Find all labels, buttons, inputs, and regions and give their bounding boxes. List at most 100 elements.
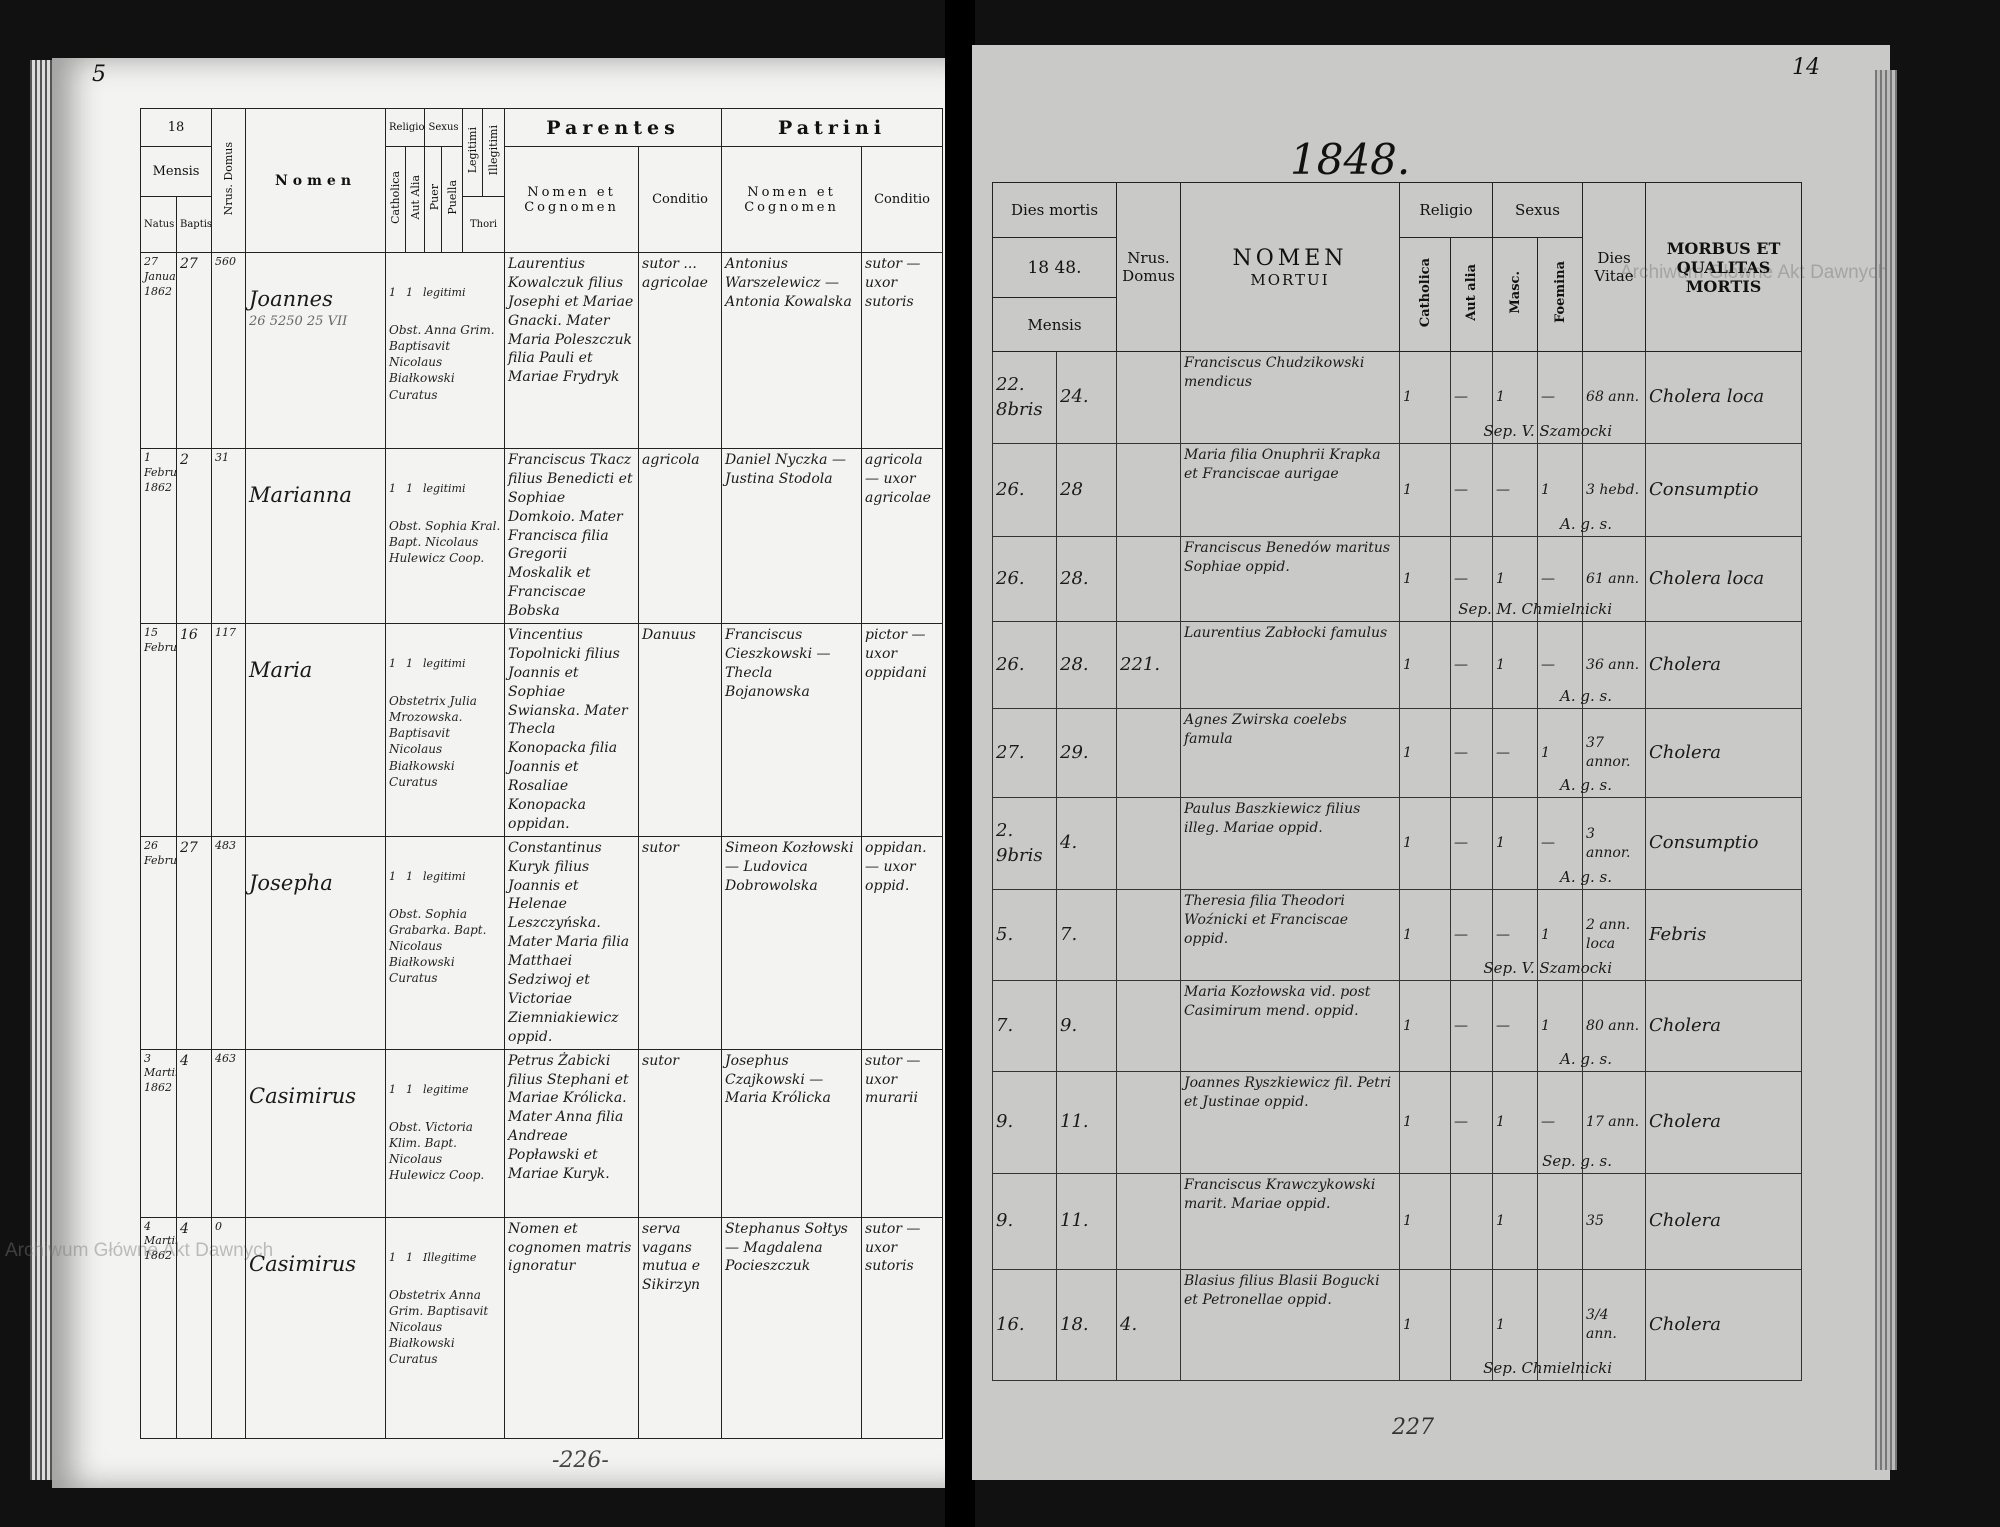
baptisatus-date: 2: [175, 447, 213, 625]
table-row: 26. 28 Maria filia Onuphrii Krapka et Fran…: [992, 443, 1803, 537]
header-parentes: Parentes: [504, 108, 723, 147]
table-row: 15 Februarii16117Maria 11 legitimi Obstetri…: [140, 623, 944, 837]
house-number: [1116, 536, 1181, 622]
foemina-value: 1: [1541, 744, 1550, 761]
table-row: 16. 18. 4. Blasius filius Blasii Bogucki et…: [992, 1269, 1803, 1381]
sex-mark: 1: [406, 482, 414, 495]
foemina-value: —: [1541, 835, 1556, 852]
header-dies-mortis: Dies mortis: [992, 182, 1117, 238]
foemina-mark: 1 Sep. V. Szamocki: [1483, 889, 1612, 981]
catholica-mark: 1: [1399, 351, 1451, 444]
year-heading: 1848.: [1290, 135, 1411, 184]
header-nrus-domus: Nrus. Domus: [1116, 182, 1181, 352]
deceased-name: Maria Kozłowska vid. post Casimirum mend…: [1180, 980, 1400, 1072]
child-name-text: Marianna: [249, 483, 352, 507]
marks: 1 1 legitimi: [389, 283, 501, 302]
religion-sex-legitimacy: 1 1 legitimi Obst. Sophia Kral. Bapt. Nicol…: [385, 447, 506, 625]
aut-alia-mark: —: [1449, 980, 1494, 1072]
masc-mark: 1: [1492, 1269, 1539, 1381]
header-nomen: NOMEN: [1232, 245, 1348, 271]
pencil-note: 26 5250 25 VII: [249, 314, 348, 330]
death-register-table: Dies mortis Nrus. Domus NOMEN MORTUI Reli…: [992, 182, 1803, 1381]
baptisatus-date: 4: [175, 1216, 213, 1439]
catholica-mark: 1: [1399, 889, 1451, 981]
godparents-names: Daniel Nyczka — Justina Stodola: [721, 447, 863, 625]
parents-condition: agricola: [638, 447, 723, 625]
masc-mark: 1: [1492, 1173, 1539, 1270]
table-row: 3 Martii 1862 4 463 Casimirus 1 1 legitime Obst…: [140, 1048, 944, 1218]
table-row: 26 Februarii27483Josepha 11 legitimi Obst. …: [140, 835, 944, 1050]
death-day: 26.: [992, 536, 1057, 622]
age-at-death: 17 ann.: [1582, 1071, 1647, 1174]
marks: 1 1 legitimi: [389, 867, 501, 886]
year-prefix: 18: [139, 108, 213, 147]
header-patrini: Patrini: [721, 108, 944, 147]
aut-alia-mark: —: [1449, 889, 1494, 981]
deceased-name: Agnes Zwirska coelebs famula: [1180, 708, 1400, 798]
parents-condition: Danuus: [638, 623, 723, 837]
aut-alia-mark: —: [1449, 536, 1494, 622]
cause-of-death: Febris: [1645, 889, 1803, 981]
header-religio: Religio: [385, 108, 426, 147]
table-row: 22. 8bris 24. Franciscus Chudzikowski mend…: [992, 351, 1803, 444]
header-nomen-mortui: NOMEN MORTUI: [1180, 182, 1400, 352]
catholica-mark: 1: [1399, 1269, 1451, 1381]
header-mensis: Mensis: [139, 146, 213, 197]
sepultura-note: Sep. V. Szamocki: [1483, 958, 1613, 977]
legitimacy-mark: legitimi: [423, 286, 466, 299]
natus-date: 26 Februarii: [140, 835, 177, 1050]
cause-of-death: Cholera: [1645, 1173, 1803, 1270]
aut-alia-mark: —: [1449, 351, 1494, 444]
burial-day: 28.: [1056, 621, 1117, 709]
table-row: 9. 11. Joannes Ryszkiewicz fil. Petri et J…: [992, 1071, 1803, 1174]
header-illegitimi: Illegitimi: [487, 125, 501, 176]
legitimacy-mark: legitimi: [423, 482, 466, 495]
table-row: 9. 11. Franciscus Krawczykowski marit. Mar…: [992, 1173, 1803, 1270]
legitimacy-mark: legitimi: [423, 657, 466, 671]
cause-of-death: Cholera: [1645, 1071, 1803, 1174]
parents-names: Vincentius Topolnicki filius Joannis et …: [504, 623, 640, 837]
corner-mark: 14: [1792, 55, 1820, 80]
header-natus: Natus: [140, 196, 177, 253]
parents-condition: sutor: [638, 1048, 723, 1218]
child-name: Casimirus: [245, 1048, 387, 1218]
foemina-value: 1: [1541, 926, 1550, 943]
masc-mark: —: [1492, 980, 1539, 1072]
header-nomen: Nomen: [245, 108, 387, 253]
burial-day: 29.: [1056, 708, 1117, 798]
religion-sex-legitimacy: 1 1 Illegitime Obstetrix Anna Grim. Baptisa…: [385, 1216, 506, 1439]
catholica-mark: 1: [1399, 1173, 1451, 1270]
burial-day: 24.: [1056, 351, 1117, 444]
house-number: 463: [211, 1048, 247, 1218]
age-at-death: 68 ann.: [1582, 351, 1647, 444]
header-puella: Puella: [445, 180, 459, 215]
legitimacy-mark: Illegitime: [423, 1250, 477, 1264]
header-mensis: Mensis: [992, 297, 1117, 352]
death-day: 5.: [992, 889, 1057, 981]
page-number: -226-: [552, 1448, 609, 1473]
natus-date: 15 Februarii: [140, 623, 177, 837]
sex-mark: 1: [406, 286, 414, 299]
burial-day: 9.: [1056, 980, 1117, 1072]
deceased-name: Joannes Ryszkiewicz fil. Petri et Justin…: [1180, 1071, 1400, 1174]
catholica-mark: 1: [1399, 1071, 1451, 1174]
header-thori: Thori: [462, 196, 506, 253]
header-catholica: Catholica: [1417, 257, 1433, 328]
baptism-register-table: 18 Nrus. Domus Nomen Religio Sexus Legit…: [139, 108, 944, 1439]
house-number: 117: [211, 623, 247, 837]
child-name-text: Casimirus: [249, 1251, 357, 1276]
godparents-names: Simeon Kozłowski — Ludovica Dobrowolska: [721, 835, 863, 1050]
table-row: 7. 9. Maria Kozłowska vid. post Casimirum …: [992, 980, 1803, 1072]
death-day: 26.: [992, 443, 1057, 537]
religion-sex-legitimacy: 1 1 legitimi Obst. Sophia Grabarka. Bapt. N…: [385, 835, 506, 1050]
age-at-death: 37 annor.: [1582, 708, 1647, 798]
natus-date: 27 Januarii 1862: [140, 252, 177, 449]
death-day: 9.: [992, 1071, 1057, 1174]
catholica-mark: 1: [389, 657, 397, 671]
sepultura-note: A. g. s.: [1560, 1049, 1613, 1068]
deceased-name: Franciscus Krawczykowski marit. Mariae o…: [1180, 1173, 1400, 1270]
book-edge-right: [1875, 70, 1897, 1470]
header-year: 18 48.: [992, 237, 1117, 298]
